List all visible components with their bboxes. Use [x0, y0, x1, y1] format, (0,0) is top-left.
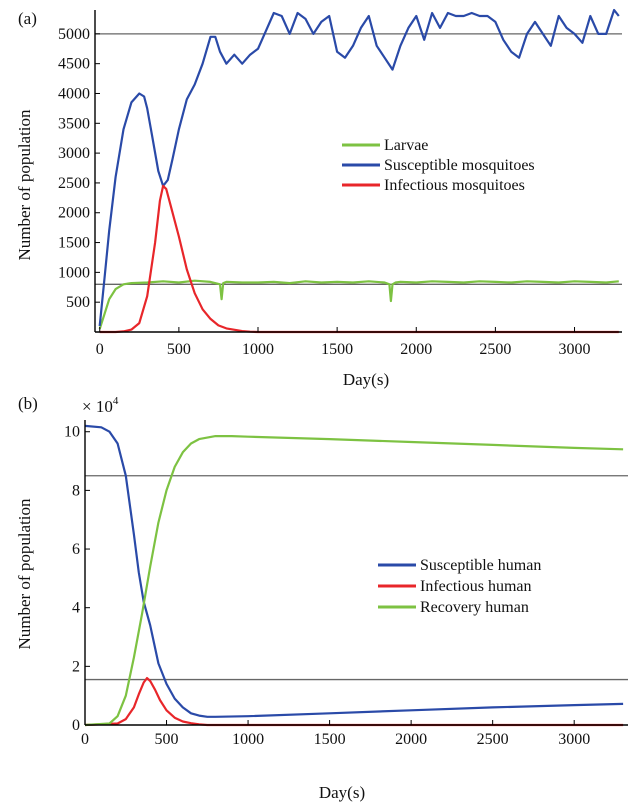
panel-a: (a) Number of population Day(s) 0 500 1000… [15, 8, 622, 389]
panel-a-label: (a) [18, 9, 37, 28]
x-tick-label: 2500 [479, 341, 511, 358]
legend-label: Susceptible mosquitoes [384, 157, 535, 174]
panel-a-ylabel: Number of population [15, 109, 34, 261]
y-tick-label: 3500 [58, 115, 90, 132]
y-tick-label: 8 [72, 482, 80, 499]
y-tick-label: 2000 [58, 205, 90, 222]
y-tick-label: 500 [66, 294, 90, 311]
y-tick-label: 0 [72, 717, 80, 734]
x-tick-label: 1000 [242, 341, 274, 358]
y-tick-label: 6 [72, 541, 80, 558]
series-line-susceptible-human [84, 424, 624, 718]
x-tick-label: 0 [96, 341, 104, 358]
panel-b-multiplier: × 104 [82, 395, 119, 416]
series-line-susceptible-mosquitoes [98, 8, 620, 327]
y-tick-label: 2500 [58, 175, 90, 192]
y-tick-label: 1000 [58, 264, 90, 281]
y-tick-label: 4 [72, 600, 80, 617]
panel-a-xlabel: Day(s) [343, 370, 389, 389]
panel-b-xlabel: Day(s) [319, 783, 365, 802]
series-line-recovery-human [84, 435, 624, 727]
x-tick-label: 1500 [314, 731, 346, 748]
series-line-infectious-human [84, 676, 624, 727]
y-tick-label: 4500 [58, 56, 90, 73]
legend-label: Infectious mosquitoes [384, 177, 525, 194]
y-tick-label: 5000 [58, 26, 90, 43]
x-tick-label: 2500 [477, 731, 509, 748]
x-tick-label: 500 [167, 341, 191, 358]
x-tick-label: 3000 [558, 731, 590, 748]
x-tick-label: 0 [81, 731, 89, 748]
legend-label: Larvae [384, 137, 428, 154]
y-tick-label: 4000 [58, 85, 90, 102]
x-tick-label: 3000 [559, 341, 591, 358]
y-tick-label: 3000 [58, 145, 90, 162]
y-tick-label: 10 [64, 424, 80, 441]
series-line-larvae [98, 279, 619, 330]
legend-label: Infectious human [420, 578, 532, 595]
panel-b-multiplier-base: × 10 [82, 397, 113, 416]
panel-b-ylabel: Number of population [15, 498, 34, 650]
legend-label: Susceptible human [420, 557, 541, 574]
panel-b-label: (b) [18, 394, 38, 413]
y-tick-label: 2 [72, 658, 80, 675]
x-tick-label: 2000 [400, 341, 432, 358]
y-tick-label: 1500 [58, 235, 90, 252]
x-tick-label: 1000 [232, 731, 264, 748]
x-tick-label: 1500 [321, 341, 353, 358]
panel-b-multiplier-exp: 4 [113, 395, 119, 407]
x-tick-label: 2000 [395, 731, 427, 748]
x-tick-label: 500 [155, 731, 179, 748]
legend-label: Recovery human [420, 599, 529, 616]
series-line-infectious-mosquitoes [99, 184, 619, 334]
